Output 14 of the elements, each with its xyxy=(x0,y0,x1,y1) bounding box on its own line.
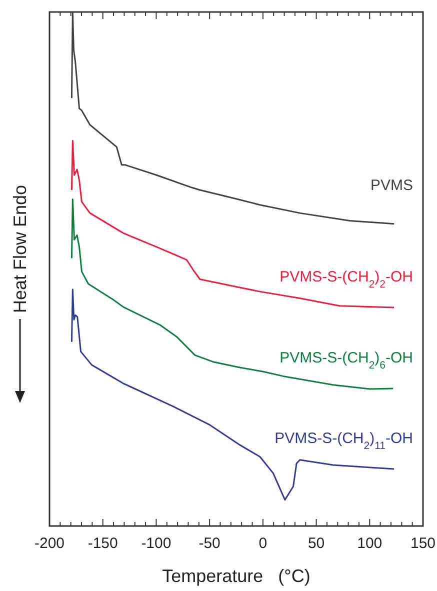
x-tick-label: -200 xyxy=(34,535,65,552)
x-tick-label: -50 xyxy=(198,535,220,552)
x-tick-label: -100 xyxy=(141,535,172,552)
x-tick-label: -150 xyxy=(88,535,118,552)
x-tick-label: 50 xyxy=(308,535,325,552)
x-axis-title: Temperature (°C) xyxy=(162,566,310,586)
series-label: PVMS xyxy=(370,176,413,194)
x-tick-label: 0 xyxy=(258,535,268,552)
series-label: PVMS-S-(CH$_{2}$)$_{2}$-OH xyxy=(280,268,413,290)
series-label: PVMS-S-(CH$_{2}$)$_{11}$-OH xyxy=(274,430,413,452)
x-tick-label: 150 xyxy=(410,535,436,552)
x-tick-label: 100 xyxy=(357,535,382,552)
y-axis-title: Heat Flow Endo xyxy=(10,184,30,314)
series-label: PVMS-S-(CH$_{2}$)$_{6}$-OH xyxy=(280,350,413,372)
